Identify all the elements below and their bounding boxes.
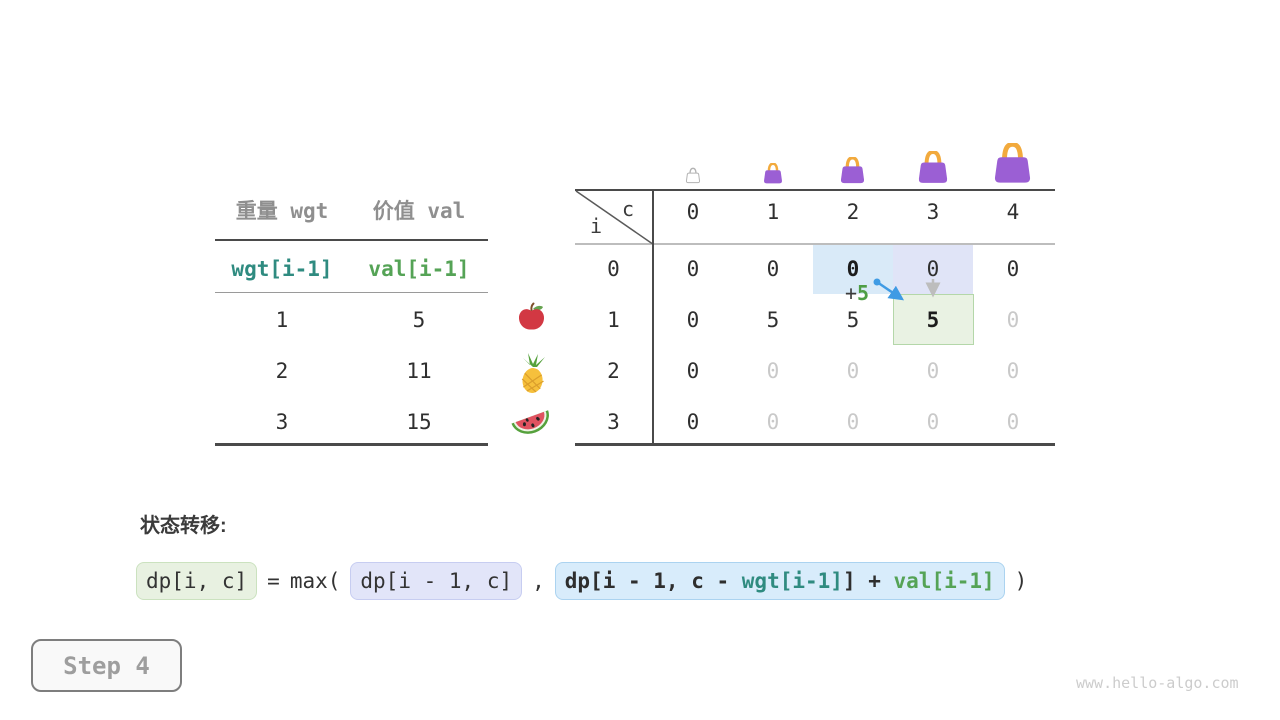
transition-section-label: 状态转移: [140,515,227,537]
dp-cell: 5 [846,308,860,332]
dp-col-header: 4 [1006,200,1020,224]
dp-row-label: 3 [607,410,620,434]
dp-cell: 0 [926,410,940,434]
dp-rule-header [575,243,1055,245]
bag-capacity-3-icon [915,151,951,184]
take-wgt-term: wgt[i-1] [741,569,843,593]
step-badge: Step 4 [31,639,182,692]
items-rule-mid [215,291,488,293]
item-row-3-value: 15 [406,410,432,434]
bag-capacity-4-icon [990,143,1035,184]
formula-max-open: max( [289,569,341,593]
transition-add-annotation: +5 [838,280,876,306]
item-row-2-value: 11 [406,359,432,383]
dp-cell: 0 [766,410,780,434]
formula-chip-take: dp[i - 1, c - wgt[i-1]] + val[i-1] [554,562,1005,600]
dp-row-label: 2 [607,359,620,383]
items-rule-bottom [215,443,488,446]
apple-icon [517,302,546,331]
corner-col-var: c [621,197,635,221]
items-header-weight: 重量 wgt [235,199,329,223]
formula-chip-result: dp[i, c] [136,562,258,600]
take-prefix: dp[i - 1, c - [564,569,742,593]
dp-row-label: 0 [607,257,620,281]
items-index-val: val[i-1] [368,257,470,281]
dp-cell: 0 [1006,308,1020,332]
dp-col-header: 2 [846,200,860,224]
bag-capacity-1-icon [762,163,784,184]
dp-cell: 0 [1006,257,1020,281]
transition-formula: dp[i, c] = max( dp[i - 1, c] , dp[i - 1,… [136,560,1027,602]
watermelon-icon [510,403,551,438]
take-mid: ] + [842,569,894,593]
dp-cell: 0 [1006,359,1020,383]
dp-rule-vertical [651,189,654,446]
dp-cell: 0 [686,359,700,383]
bag-capacity-0-icon [685,167,701,184]
item-row-1-value: 5 [412,308,426,332]
item-row-3-weight: 3 [275,410,289,434]
dp-cell: 0 [766,359,780,383]
dp-cell-above: 0 [926,257,940,281]
dp-cell: 0 [846,359,860,383]
formula-chip-skip: dp[i - 1, c] [350,562,523,600]
formula-paren-close: ) [1014,569,1028,593]
bag-capacity-2-icon [838,157,867,184]
highlight-cell-current [893,294,974,345]
item-row-2-weight: 2 [275,359,289,383]
items-header-value: 价值 val [372,199,466,223]
dp-cell: 0 [846,410,860,434]
watermark: www.hello-algo.com [1076,674,1239,692]
plus-value: 5 [857,281,870,305]
dp-rule-top [575,189,1055,191]
dp-rule-bottom [575,443,1055,446]
dp-cell: 0 [686,257,700,281]
formula-comma: , [532,569,545,593]
dp-cell: 0 [686,308,700,332]
dp-col-header: 0 [686,200,700,224]
dp-cell-skip-source: 0 [846,257,860,281]
dp-cell: 0 [766,257,780,281]
dp-col-header: 1 [766,200,780,224]
pineapple-icon [515,352,552,394]
dp-cell: 5 [766,308,780,332]
dp-cell: 0 [686,410,700,434]
formula-equals: = [267,569,280,593]
corner-row-var: i [589,214,603,238]
dp-row-label: 1 [607,308,620,332]
dp-cell: 0 [926,359,940,383]
item-row-1-weight: 1 [275,308,289,332]
dp-col-header: 3 [926,200,940,224]
take-val-term: val[i-1] [893,569,995,593]
items-rule-top [215,238,488,241]
dp-cell-current: 5 [926,308,940,332]
plus-sign: + [844,281,857,305]
dp-cell: 0 [1006,410,1020,434]
items-index-wgt: wgt[i-1] [231,257,333,281]
